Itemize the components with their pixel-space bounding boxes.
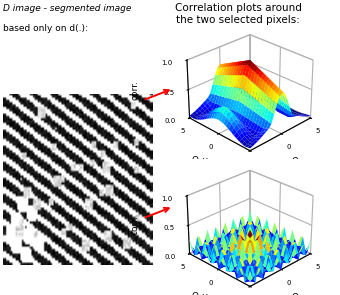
- Y-axis label: O_y: O_y: [191, 292, 208, 295]
- X-axis label: O_x: O_x: [292, 156, 309, 165]
- Text: based only on d(.):: based only on d(.):: [3, 24, 88, 33]
- X-axis label: O_x: O_x: [292, 292, 309, 295]
- Text: Correlation plots around
the two selected pixels:: Correlation plots around the two selecte…: [174, 3, 302, 24]
- Text: D image - segmented image: D image - segmented image: [3, 4, 132, 14]
- Y-axis label: O_y: O_y: [191, 156, 208, 165]
